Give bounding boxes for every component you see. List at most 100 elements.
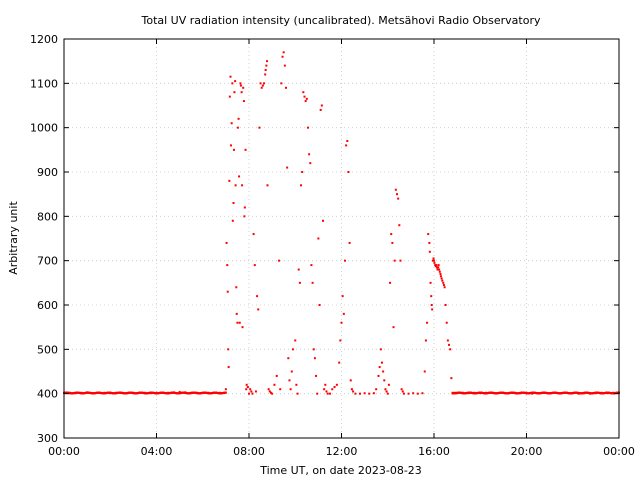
data-point bbox=[268, 390, 271, 393]
data-point bbox=[350, 388, 353, 391]
y-tick-label: 500 bbox=[37, 343, 58, 356]
data-point bbox=[423, 370, 426, 373]
data-point bbox=[349, 379, 352, 382]
data-point bbox=[289, 388, 292, 391]
data-point bbox=[232, 148, 235, 151]
x-tick-label: 04:00 bbox=[141, 445, 173, 458]
data-point bbox=[248, 392, 250, 395]
data-point bbox=[326, 392, 329, 395]
data-point bbox=[372, 392, 375, 395]
data-point bbox=[428, 250, 431, 253]
data-point bbox=[302, 91, 305, 94]
data-point bbox=[375, 388, 378, 391]
y-tick-label: 900 bbox=[37, 166, 58, 179]
data-point bbox=[313, 357, 316, 360]
x-tick-label: 08:00 bbox=[233, 445, 265, 458]
data-point bbox=[416, 392, 419, 395]
data-point bbox=[257, 308, 260, 311]
data-point bbox=[315, 374, 318, 377]
data-point bbox=[393, 259, 396, 262]
data-point bbox=[227, 348, 230, 351]
data-point bbox=[267, 388, 270, 391]
data-point bbox=[264, 73, 267, 76]
data-point bbox=[448, 343, 451, 346]
data-point bbox=[390, 233, 393, 236]
data-point bbox=[226, 290, 229, 293]
data-point bbox=[399, 259, 402, 262]
data-point bbox=[449, 348, 452, 351]
data-point bbox=[428, 241, 431, 244]
data-point bbox=[224, 391, 227, 394]
data-points bbox=[63, 51, 620, 395]
data-point bbox=[279, 388, 282, 391]
data-point bbox=[266, 60, 269, 63]
x-tick-label: 20:00 bbox=[511, 445, 543, 458]
data-point bbox=[343, 259, 346, 262]
data-point bbox=[243, 215, 246, 218]
data-point bbox=[400, 388, 403, 391]
data-point bbox=[445, 321, 448, 324]
data-point bbox=[238, 175, 241, 178]
data-point bbox=[398, 224, 401, 227]
data-point bbox=[287, 357, 290, 360]
data-point bbox=[432, 257, 435, 260]
data-point bbox=[227, 366, 230, 369]
data-point bbox=[439, 272, 442, 275]
data-point bbox=[309, 162, 312, 165]
data-point bbox=[303, 95, 306, 98]
data-point bbox=[244, 148, 247, 151]
data-point bbox=[435, 264, 438, 267]
x-tick-label: 12:00 bbox=[326, 445, 358, 458]
data-point bbox=[286, 166, 289, 169]
data-point bbox=[396, 193, 398, 196]
data-point bbox=[228, 179, 231, 182]
data-point bbox=[245, 388, 248, 391]
data-point bbox=[335, 383, 338, 386]
data-point bbox=[431, 308, 434, 311]
data-point bbox=[258, 126, 261, 129]
data-point bbox=[229, 144, 232, 147]
data-point bbox=[266, 184, 269, 187]
data-point bbox=[324, 383, 327, 386]
data-point bbox=[251, 392, 254, 395]
axes: 300 400 500 600 700 800 900 1000 1100 1200 00:00 04… bbox=[30, 33, 635, 458]
x-tick-label: 16:00 bbox=[418, 445, 450, 458]
y-tick-label: 300 bbox=[37, 432, 58, 445]
data-point bbox=[378, 366, 381, 369]
data-point bbox=[231, 219, 234, 222]
data-point bbox=[430, 295, 433, 298]
data-point bbox=[339, 339, 342, 342]
data-point bbox=[384, 388, 387, 391]
data-point bbox=[241, 184, 244, 187]
data-point bbox=[263, 82, 266, 85]
data-point bbox=[226, 264, 229, 267]
data-point bbox=[437, 266, 440, 269]
data-point bbox=[383, 379, 386, 382]
data-point bbox=[311, 281, 314, 284]
data-point bbox=[300, 184, 303, 187]
data-point bbox=[402, 392, 405, 395]
data-point bbox=[441, 279, 444, 282]
data-point bbox=[433, 259, 435, 262]
data-point bbox=[433, 261, 436, 264]
data-point bbox=[352, 390, 355, 393]
data-point bbox=[319, 108, 322, 111]
data-point bbox=[317, 237, 320, 240]
data-point bbox=[345, 144, 348, 147]
data-point bbox=[394, 188, 397, 191]
data-point bbox=[245, 383, 248, 386]
data-point bbox=[235, 312, 238, 315]
chart-title: Total UV radiation intensity (uncalibrat… bbox=[141, 14, 541, 27]
data-point bbox=[377, 374, 380, 377]
data-point bbox=[443, 286, 446, 289]
data-point bbox=[298, 281, 301, 284]
data-point bbox=[304, 100, 307, 103]
data-point bbox=[230, 122, 233, 125]
data-point bbox=[386, 392, 389, 395]
data-point bbox=[359, 392, 361, 395]
data-point bbox=[224, 388, 227, 391]
x-tick-label: 00:00 bbox=[603, 445, 635, 458]
data-point bbox=[228, 95, 231, 98]
